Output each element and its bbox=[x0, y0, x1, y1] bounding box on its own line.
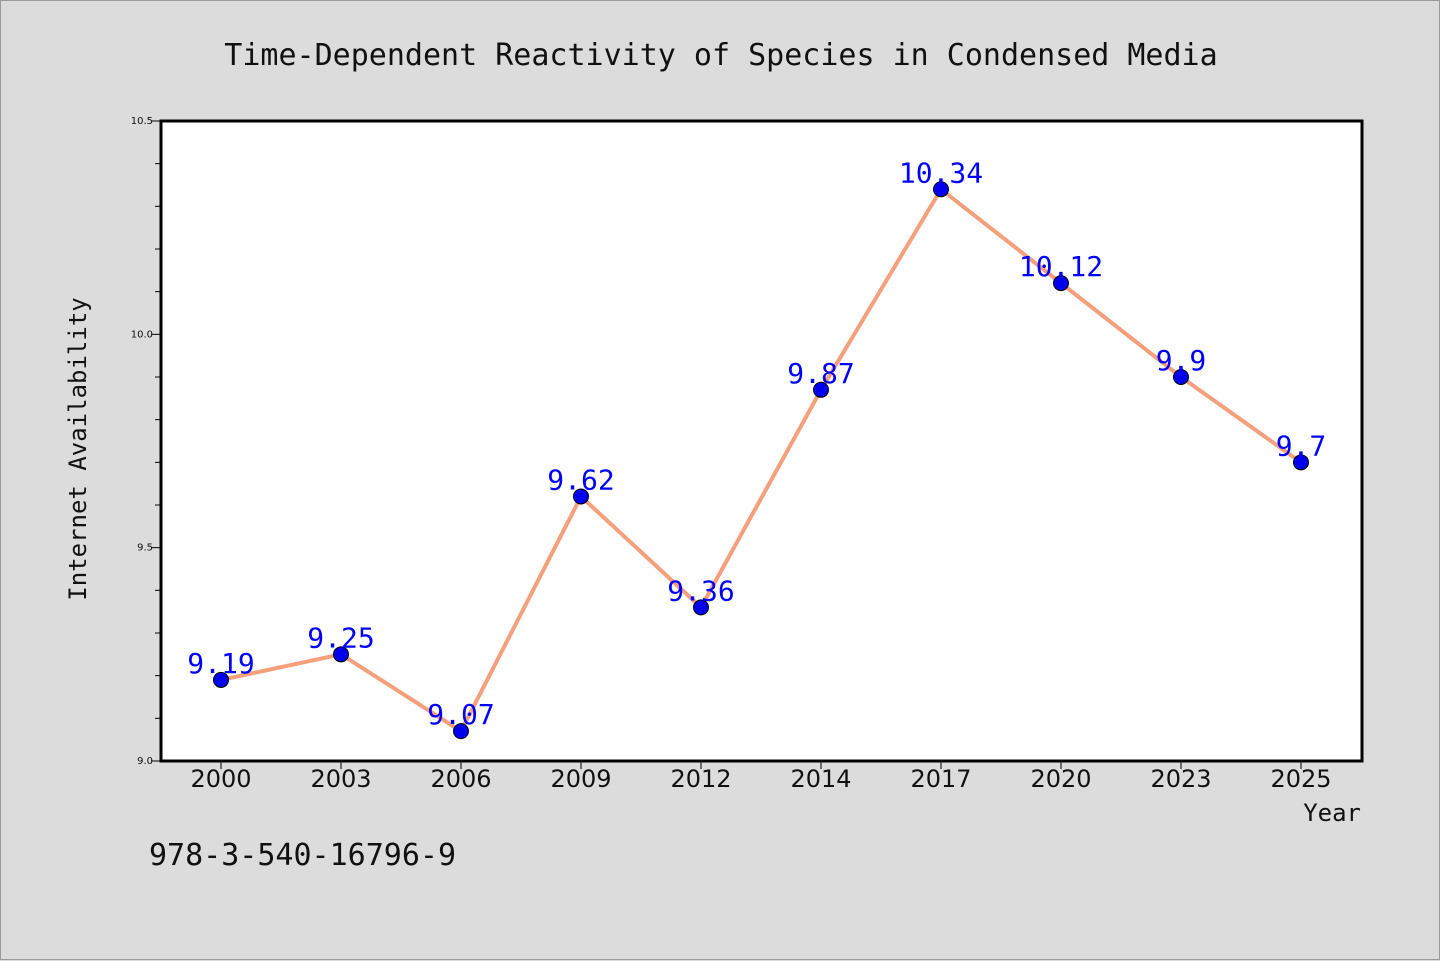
y-axis-label: Internet Availability bbox=[64, 297, 92, 600]
x-axis-label: Year bbox=[1303, 799, 1361, 827]
plot-frame bbox=[159, 119, 1364, 763]
data-markers bbox=[213, 181, 1309, 740]
x-tick-label: 2020 bbox=[1030, 765, 1091, 793]
data-point bbox=[1293, 454, 1309, 471]
x-tick-label: 2003 bbox=[310, 765, 371, 793]
x-tick-label: 2025 bbox=[1270, 765, 1331, 793]
data-label: 9.87 bbox=[787, 357, 854, 390]
data-label: 9.9 bbox=[1156, 344, 1207, 377]
series-line bbox=[220, 187, 1303, 734]
data-label: 10.12 bbox=[1019, 250, 1103, 283]
data-label: 9.7 bbox=[1276, 429, 1327, 462]
data-point bbox=[453, 723, 469, 740]
x-tick-label: 2006 bbox=[430, 765, 491, 793]
data-label: 9.19 bbox=[187, 647, 254, 680]
data-label: 9.36 bbox=[667, 574, 734, 607]
annotation-text: 978-3-540-16796-9 bbox=[149, 838, 456, 873]
x-tick-label: 2012 bbox=[670, 765, 731, 793]
x-tick-label: 2017 bbox=[910, 765, 971, 793]
data-point bbox=[213, 671, 229, 688]
x-tick-label: 2023 bbox=[1150, 765, 1211, 793]
plot-area bbox=[161, 121, 1362, 761]
data-point bbox=[1173, 369, 1189, 385]
data-point bbox=[333, 646, 349, 663]
data-label: 9.07 bbox=[427, 698, 494, 731]
x-axis-tick-labels: 2000 2003 2006 2009 2012 2014 2017 2020 2023 2025 bbox=[190, 765, 1331, 793]
data-point bbox=[693, 599, 709, 616]
y-tick-label: 10.5 bbox=[131, 116, 153, 127]
x-tick-label: 2000 bbox=[190, 765, 251, 793]
chart-title: Time-Dependent Reactivity of Species in … bbox=[224, 38, 1217, 73]
y-tick-label: 9.0 bbox=[137, 756, 153, 767]
data-point bbox=[933, 181, 949, 198]
data-label: 10.34 bbox=[899, 156, 983, 189]
data-label: 9.25 bbox=[307, 621, 374, 654]
data-point bbox=[813, 381, 829, 398]
data-labels: 9.19 9.25 9.07 9.62 9.36 9.87 10.34 10.12 9.9 9.7 bbox=[187, 156, 1326, 731]
x-tick-label: 2014 bbox=[790, 765, 851, 793]
y-tick-label: 10.0 bbox=[131, 329, 153, 340]
data-point bbox=[573, 488, 589, 505]
data-label: 9.62 bbox=[547, 463, 614, 496]
y-axis-tick-labels: 9.0 9.5 10.0 10.5 bbox=[131, 116, 153, 767]
data-point bbox=[1053, 275, 1069, 292]
y-tick-label: 9.5 bbox=[137, 543, 153, 554]
x-tick-label: 2009 bbox=[550, 765, 611, 793]
